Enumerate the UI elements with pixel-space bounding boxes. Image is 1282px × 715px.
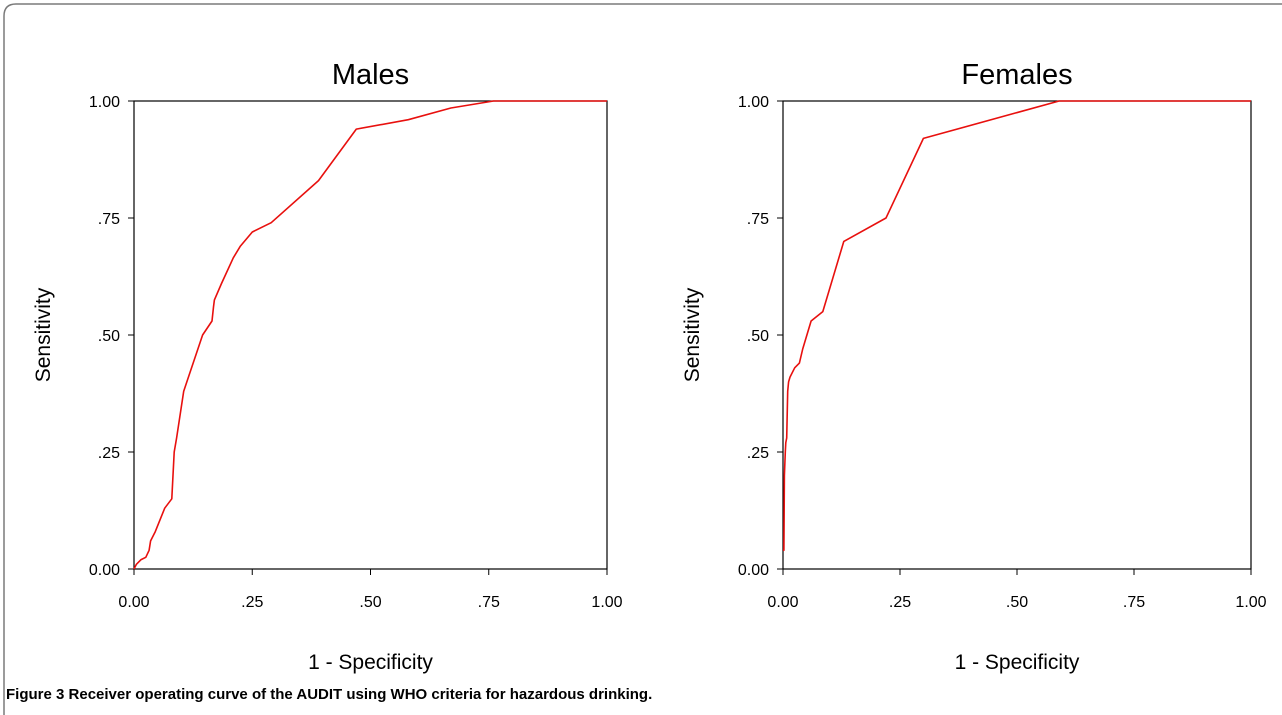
- x-tick-label: 0.00: [767, 594, 798, 611]
- y-tick-label: .50: [98, 328, 120, 345]
- y-axis-label: Sensitivity: [681, 287, 704, 382]
- y-tick-label: .25: [98, 445, 120, 462]
- x-tick-label: .25: [241, 594, 263, 611]
- y-tick-label: .75: [98, 211, 120, 228]
- chart-title: Males: [332, 59, 409, 91]
- figure-caption-text: Receiver operating curve of the AUDIT us…: [68, 686, 653, 703]
- y-tick-label: 0.00: [738, 562, 769, 579]
- x-axis-label: 1 - Specificity: [955, 651, 1080, 674]
- y-tick-label: .25: [747, 445, 769, 462]
- x-tick-label: 1.00: [1235, 594, 1266, 611]
- x-tick-label: .75: [1123, 594, 1145, 611]
- x-tick-label: .50: [1006, 594, 1028, 611]
- y-tick-label: 1.00: [738, 94, 769, 111]
- roc-curve-line: [783, 100, 1251, 552]
- plot-area-frame: [782, 100, 1252, 570]
- y-tick-label: .50: [747, 328, 769, 345]
- figure-caption: Figure 3 Receiver operating curve of the…: [6, 686, 652, 703]
- y-tick-label: .75: [747, 211, 769, 228]
- plot-area-frame: [133, 100, 608, 570]
- roc-curve-line: [133, 100, 607, 570]
- figure-border: [3, 3, 1282, 715]
- chart-panels: Males 0.00 .25 .50 .75 1.00 0.00 .25 .50 .75 1.00 1…: [32, 59, 1267, 674]
- chart-title: Females: [961, 59, 1072, 91]
- chart-panel-females: Females 0.00 .25 .50 .75 1.00 0.00 .25 .50 .75 1.0…: [681, 59, 1267, 674]
- x-axis-label: 1 - Specificity: [308, 651, 433, 674]
- x-tick-label: 1.00: [591, 594, 622, 611]
- x-tick-label: 0.00: [118, 594, 149, 611]
- y-axis-label: Sensitivity: [32, 287, 55, 382]
- x-tick-label: .75: [478, 594, 500, 611]
- chart-panel-males: Males 0.00 .25 .50 .75 1.00 0.00 .25 .50 .75 1.00 1…: [32, 59, 623, 674]
- y-tick-label: 1.00: [89, 94, 120, 111]
- y-tick-label: 0.00: [89, 562, 120, 579]
- x-tick-label: .50: [359, 594, 381, 611]
- x-tick-label: .25: [889, 594, 911, 611]
- figure-caption-label: Figure 3: [6, 686, 65, 703]
